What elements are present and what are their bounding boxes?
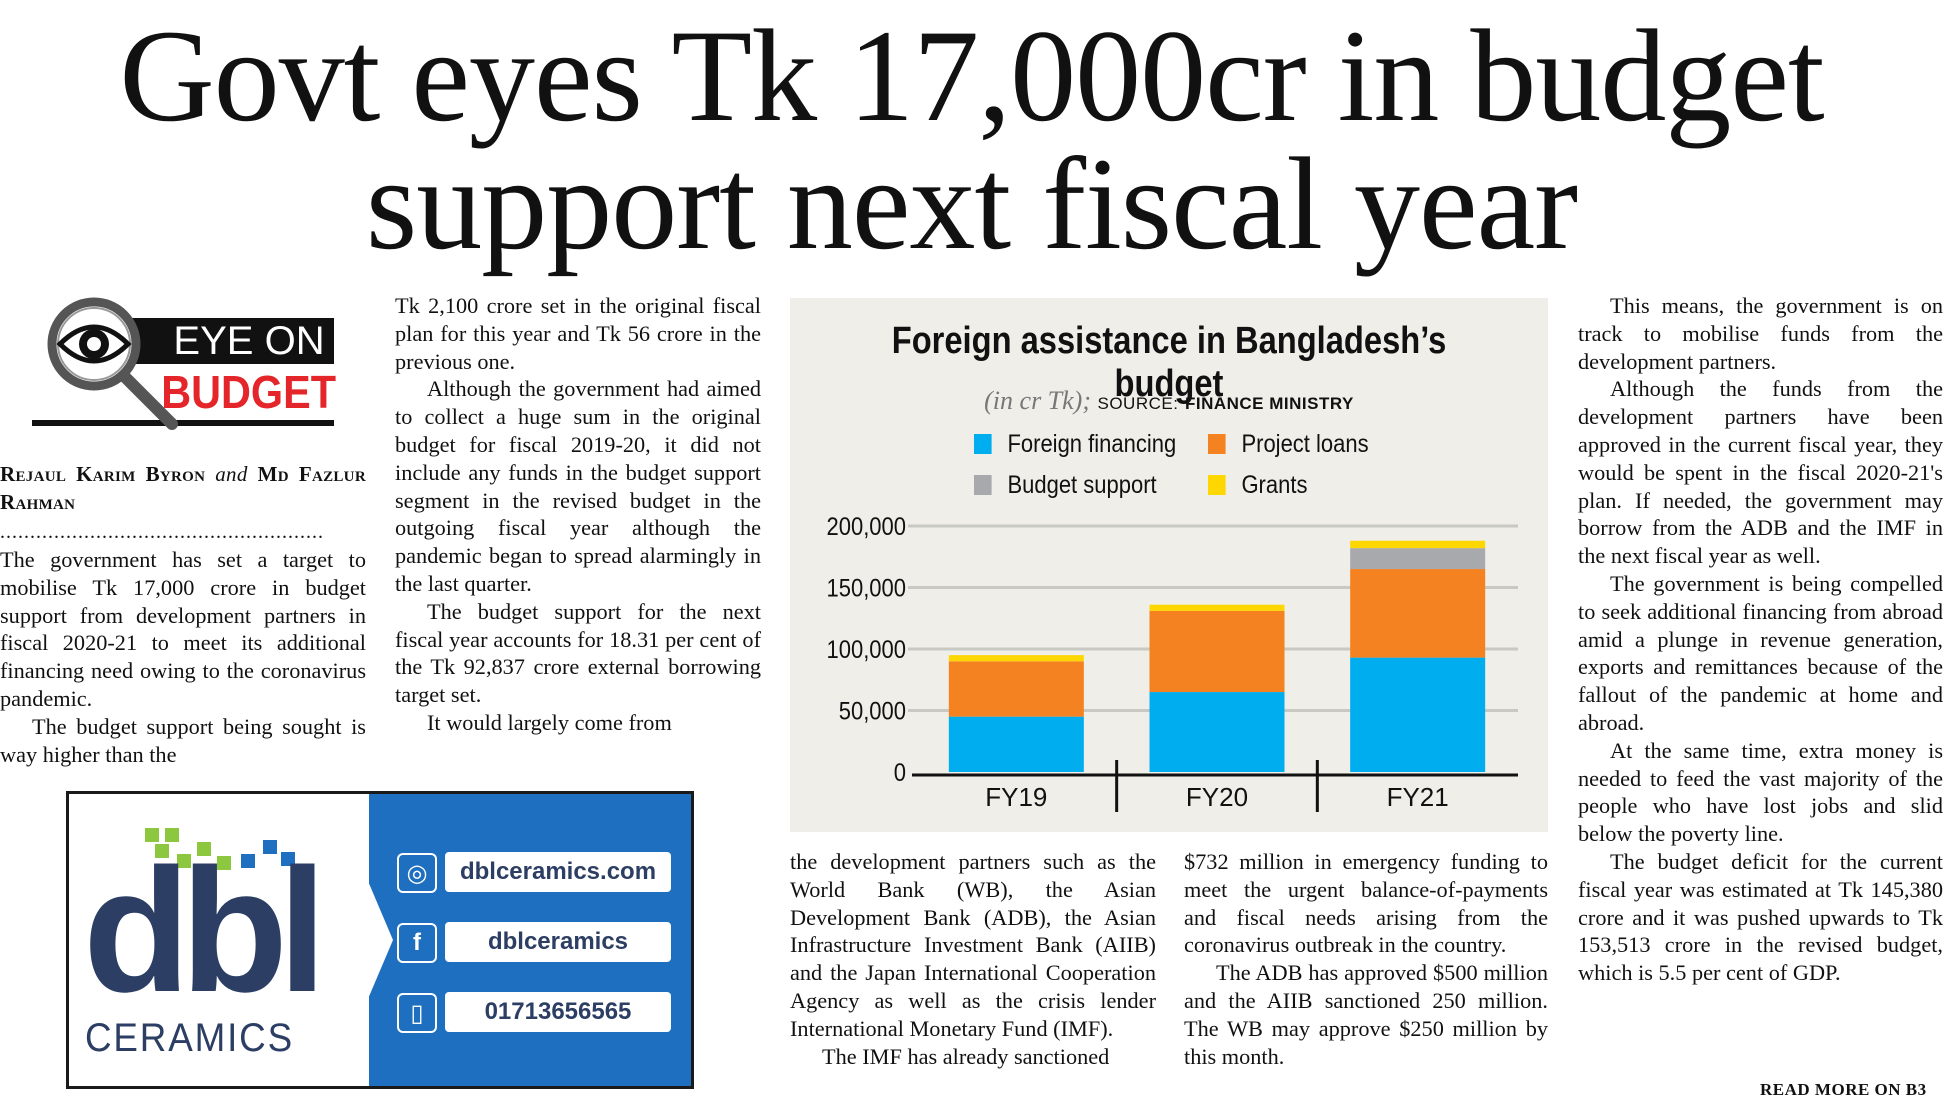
x-tick-label: FY21 bbox=[1387, 782, 1449, 812]
bar-foreign-financing-fy20 bbox=[1149, 692, 1285, 772]
bar-project-loans-fy20 bbox=[1149, 610, 1285, 693]
bar-foreign-financing-fy21 bbox=[1350, 657, 1486, 772]
ad-pixel-decoration bbox=[165, 828, 179, 842]
col3-paragraph-1: the development partners such as the Wor… bbox=[790, 849, 1156, 1041]
col2-paragraph-4: It would largely come from bbox=[427, 709, 672, 735]
ad-website-row[interactable]: ◎ dblceramics.com bbox=[397, 852, 691, 896]
article-column-4: $732 million in emergency funding to mee… bbox=[1184, 848, 1548, 1070]
col5-paragraph-2: Although the funds from the development … bbox=[1578, 376, 1943, 569]
legend-label-budget-support: Budget support bbox=[1007, 471, 1157, 499]
ad-pixel-decoration bbox=[145, 828, 159, 842]
legend-swatch-budget-support bbox=[974, 475, 992, 495]
headline: Govt eyes Tk 17,000cr in budget support … bbox=[0, 10, 1943, 270]
globe-icon: ◎ bbox=[397, 853, 437, 893]
col3-paragraph-2: The IMF has already sanctioned bbox=[822, 1043, 1110, 1069]
ad-arrow-shape bbox=[331, 794, 393, 1086]
y-tick-label: 50,000 bbox=[839, 697, 906, 725]
ad-pixel-decoration bbox=[177, 854, 191, 868]
x-tick-label: FY19 bbox=[985, 782, 1047, 812]
article-column-5: This means, the government is on track t… bbox=[1578, 292, 1943, 987]
chart-source-label: SOURCE: bbox=[1097, 394, 1179, 413]
ad-phone[interactable]: 01713656565 bbox=[445, 992, 671, 1032]
byline: Rejaul Karim Byron and Md Fazlur Rahman bbox=[0, 460, 366, 516]
col5-paragraph-5: The budget deficit for the current fisca… bbox=[1578, 848, 1943, 986]
chart-unit: (in cr Tk); bbox=[984, 386, 1091, 415]
ad-pixel-decoration bbox=[263, 840, 277, 854]
ad-facebook-row[interactable]: f dblceramics bbox=[397, 922, 691, 966]
magnifier-eye-icon bbox=[47, 297, 178, 430]
legend-budget-support: Budget support bbox=[974, 471, 1157, 500]
bar-budget-support-fy21 bbox=[1350, 548, 1486, 570]
y-tick-label: 0 bbox=[894, 759, 906, 787]
bar-grants-fy21 bbox=[1350, 540, 1486, 549]
ad-brand-logo: dbl bbox=[83, 833, 327, 1029]
headline-line-2: support next fiscal year bbox=[365, 130, 1578, 277]
col5-paragraph-1: This means, the government is on track t… bbox=[1578, 293, 1943, 374]
ad-pixel-decoration bbox=[281, 852, 295, 866]
col2-paragraph-2: Although the government had aimed to col… bbox=[395, 376, 761, 596]
chart-source-name: FINANCE MINISTRY bbox=[1184, 394, 1354, 413]
ad-pixel-decoration bbox=[155, 844, 169, 858]
y-tick-label: 150,000 bbox=[827, 574, 906, 602]
chart-subtitle: (in cr Tk); SOURCE: FINANCE MINISTRY bbox=[790, 386, 1548, 416]
bar-project-loans-fy19 bbox=[948, 661, 1084, 717]
chart-plot: 0 50,000 100,000 150,000 200,000 FY19 FY20 FY21 bbox=[827, 513, 1518, 812]
bar-foreign-financing-fy19 bbox=[948, 716, 1084, 772]
logo-eye-on-text: EYE ON bbox=[173, 319, 325, 363]
col5-paragraph-4: At the same time, extra money is needed … bbox=[1578, 737, 1943, 847]
col1-paragraph-2: The budget support being sought is way h… bbox=[0, 713, 366, 767]
byline-and: and bbox=[215, 462, 248, 486]
col4-paragraph-1: $732 million in emergency funding to mee… bbox=[1184, 849, 1548, 958]
col4-paragraph-2: The ADB has approved $500 million and th… bbox=[1184, 960, 1548, 1069]
ad-brand-subtitle: CERAMICS bbox=[85, 1016, 294, 1060]
eye-on-budget-logo: EYE ON BUDGET bbox=[32, 296, 342, 441]
y-tick-label: 100,000 bbox=[827, 636, 906, 664]
read-more-link[interactable]: READ MORE ON B3 bbox=[1760, 1080, 1927, 1099]
byline-divider: ........................................… bbox=[0, 522, 324, 542]
col2-paragraph-1: Tk 2,100 crore set in the original fisca… bbox=[395, 293, 761, 374]
col1-paragraph-1: The government has set a target to mobil… bbox=[0, 547, 366, 711]
y-tick-label: 200,000 bbox=[827, 513, 906, 541]
ad-pixel-decoration bbox=[241, 854, 255, 868]
phone-icon: ▯ bbox=[397, 993, 437, 1033]
author-2: Md Fazlur Rahman bbox=[0, 462, 366, 514]
col2-paragraph-3: The budget support for the next fiscal y… bbox=[395, 598, 761, 708]
legend-label-foreign-financing: Foreign financing bbox=[1007, 430, 1177, 458]
article-column-1: Rejaul Karim Byron and Md Fazlur Rahman … bbox=[0, 460, 366, 768]
author-1: Rejaul Karim Byron bbox=[0, 462, 206, 486]
dbl-ceramics-advertisement[interactable]: dbl CERAMICS ◎ dblceramics.com f dblcera… bbox=[66, 791, 694, 1089]
legend-label-grants: Grants bbox=[1241, 471, 1308, 499]
bar-grants-fy19 bbox=[948, 655, 1084, 662]
legend-label-project-loans: Project loans bbox=[1241, 430, 1369, 458]
x-tick-label: FY20 bbox=[1186, 782, 1248, 812]
legend-swatch-project-loans bbox=[1208, 434, 1226, 454]
article-column-2: Tk 2,100 crore set in the original fisca… bbox=[395, 292, 761, 737]
legend-swatch-foreign-financing bbox=[974, 434, 992, 454]
legend-swatch-grants bbox=[1208, 475, 1226, 495]
ad-pixel-decoration bbox=[197, 842, 211, 856]
legend-foreign-financing: Foreign financing bbox=[974, 430, 1176, 459]
ad-facebook[interactable]: dblceramics bbox=[445, 922, 671, 962]
ad-pixel-decoration bbox=[217, 856, 231, 870]
logo-budget-text: BUDGET bbox=[161, 366, 337, 418]
ad-website[interactable]: dblceramics.com bbox=[445, 852, 671, 892]
col5-paragraph-3: The government is being compelled to see… bbox=[1578, 570, 1943, 735]
facebook-icon: f bbox=[397, 923, 437, 963]
ad-phone-row[interactable]: ▯ 01713656565 bbox=[397, 992, 691, 1036]
chart-title: Foreign assistance in Bangladesh’s budge… bbox=[891, 320, 1447, 405]
bar-project-loans-fy21 bbox=[1350, 569, 1486, 658]
legend-project-loans: Project loans bbox=[1208, 430, 1369, 459]
foreign-assistance-chart: Foreign assistance in Bangladesh’s budge… bbox=[790, 298, 1548, 832]
bar-grants-fy20 bbox=[1149, 604, 1285, 611]
legend-grants: Grants bbox=[1208, 471, 1307, 500]
article-column-3: the development partners such as the Wor… bbox=[790, 848, 1156, 1070]
headline-line-1: Govt eyes Tk 17,000cr in budget bbox=[119, 2, 1824, 149]
